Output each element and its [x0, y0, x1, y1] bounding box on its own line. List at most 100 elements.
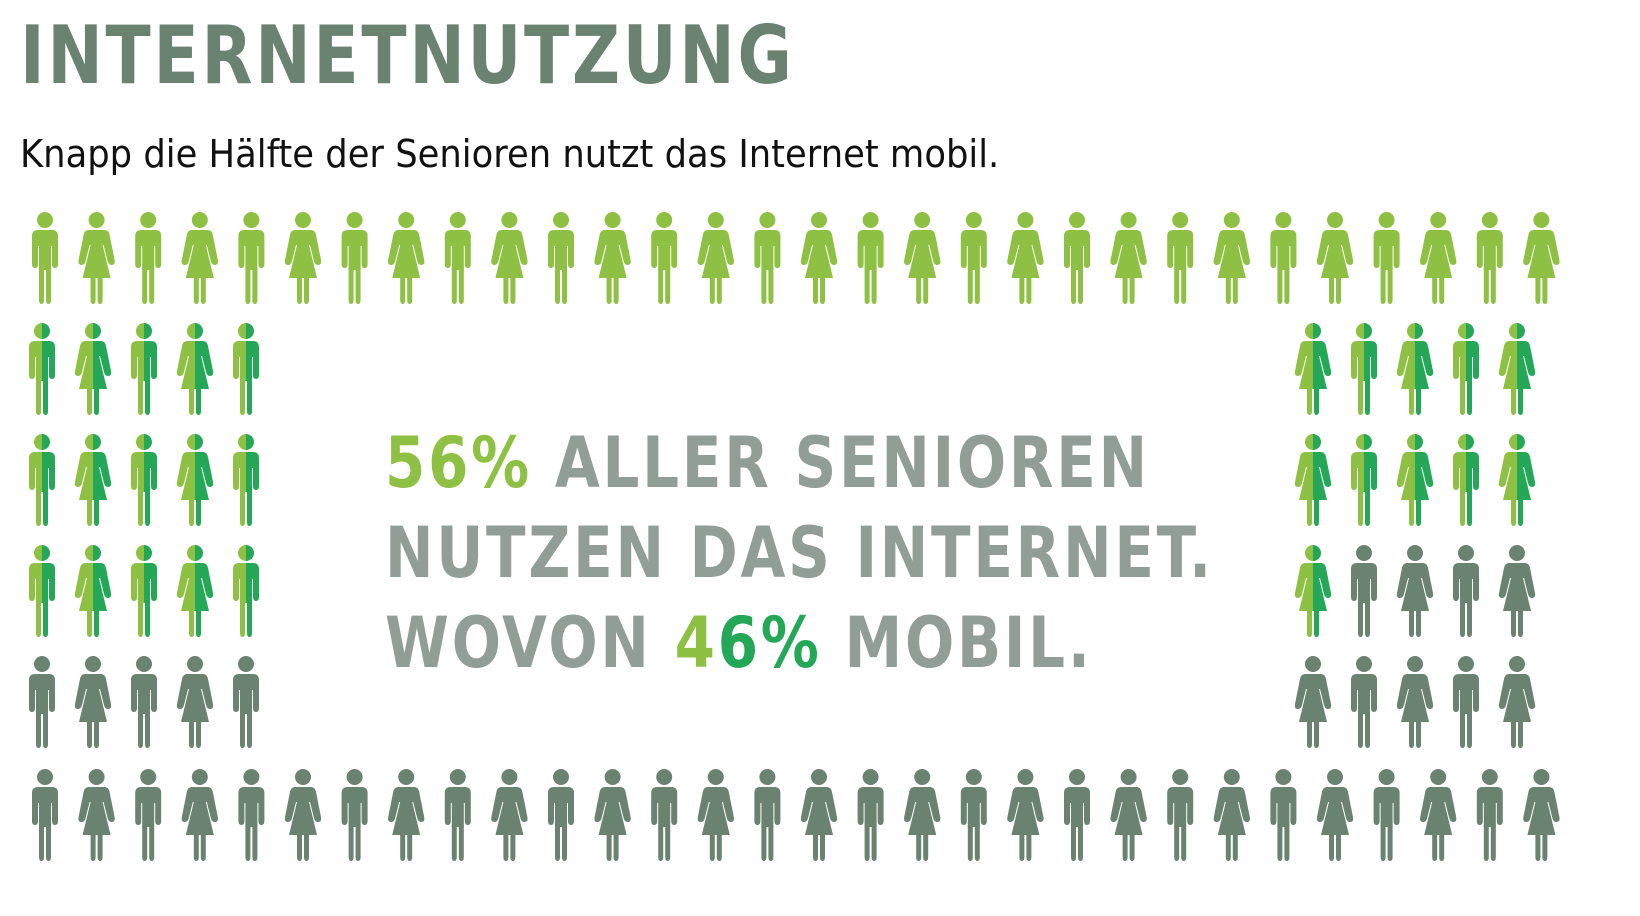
- figure-non-user: [1351, 656, 1377, 748]
- figure-non-user: [1351, 545, 1377, 637]
- figure-mobile-user: [1453, 434, 1479, 526]
- figure-non-user: [857, 769, 884, 861]
- statement-suffix-3: MOBIL.: [844, 602, 1093, 684]
- headline-statement: 56% ALLER SENIOREN NUTZEN DAS INTERNET. …: [385, 418, 1213, 688]
- mobile-percent-part-a: 4: [674, 602, 718, 684]
- figure-internet-user: [1420, 212, 1457, 304]
- figure-mobile-user: [74, 545, 112, 637]
- figure-mobile-user: [131, 434, 157, 526]
- figure-non-user: [181, 769, 218, 861]
- statement-text-1: ALLER SENIOREN: [554, 422, 1150, 504]
- statement-line-1: 56% ALLER SENIOREN: [385, 418, 1213, 508]
- figure-internet-user: [904, 212, 941, 304]
- figure-non-user: [1498, 656, 1536, 748]
- figure-mobile-user: [1351, 323, 1377, 415]
- statement-prefix-3: WOVON: [385, 602, 652, 684]
- figure-mobile-user: [1453, 323, 1479, 415]
- figure-internet-user: [1270, 212, 1297, 304]
- figure-non-user: [1270, 769, 1297, 861]
- figure-internet-user: [1373, 212, 1400, 304]
- figure-internet-user: [238, 212, 265, 304]
- figure-non-user: [78, 769, 115, 861]
- figure-non-user: [1396, 656, 1434, 748]
- figure-non-user: [800, 769, 838, 861]
- figure-mobile-user: [131, 323, 157, 415]
- figure-non-user: [491, 769, 528, 861]
- figure-internet-user: [800, 212, 838, 304]
- figure-mobile-user: [176, 545, 214, 637]
- figure-internet-user: [32, 212, 58, 304]
- figure-non-user: [651, 769, 678, 861]
- figure-non-user: [1167, 769, 1194, 861]
- figure-internet-user: [1476, 212, 1503, 304]
- figure-internet-user: [491, 212, 528, 304]
- figure-internet-user: [1167, 212, 1194, 304]
- figure-mobile-user: [1294, 434, 1332, 526]
- figure-internet-user: [754, 212, 781, 304]
- figure-mobile-user: [74, 323, 112, 415]
- figure-non-user: [697, 769, 734, 861]
- figure-non-user: [1316, 769, 1354, 861]
- figure-internet-user: [1007, 212, 1044, 304]
- figure-internet-user: [284, 212, 322, 304]
- statement-text-2: NUTZEN DAS INTERNET.: [385, 512, 1214, 594]
- figure-non-user: [1476, 769, 1503, 861]
- figure-non-user: [233, 656, 259, 748]
- statement-line-3: WOVON 46% MOBIL.: [385, 598, 1213, 688]
- figure-internet-user: [1110, 212, 1147, 304]
- figure-non-user: [1523, 769, 1560, 861]
- figure-mobile-user: [29, 434, 55, 526]
- figure-non-user: [32, 769, 58, 861]
- figure-mobile-user: [131, 545, 157, 637]
- figure-internet-user: [960, 212, 987, 304]
- figure-mobile-user: [176, 323, 214, 415]
- figure-mobile-user: [233, 323, 259, 415]
- figure-non-user: [444, 769, 471, 861]
- figure-internet-user: [135, 212, 162, 304]
- figure-non-user: [238, 769, 265, 861]
- figure-non-user: [754, 769, 781, 861]
- figure-non-user: [1396, 545, 1434, 637]
- figure-internet-user: [1316, 212, 1354, 304]
- figure-non-user: [1498, 545, 1536, 637]
- page-subtitle: Knapp die Hälfte der Senioren nutzt das …: [20, 132, 1000, 176]
- figure-mobile-user: [1498, 323, 1536, 415]
- figure-mobile-user: [1396, 434, 1434, 526]
- figure-internet-user: [1523, 212, 1560, 304]
- figure-mobile-user: [1396, 323, 1434, 415]
- figure-internet-user: [181, 212, 218, 304]
- figure-non-user: [1420, 769, 1457, 861]
- figure-mobile-user: [29, 323, 55, 415]
- figure-mobile-user: [1351, 434, 1377, 526]
- figure-non-user: [135, 769, 162, 861]
- figure-mobile-user: [1294, 323, 1332, 415]
- figure-internet-user: [651, 212, 678, 304]
- figure-non-user: [1373, 769, 1400, 861]
- figure-non-user: [284, 769, 322, 861]
- figure-non-user: [960, 769, 987, 861]
- figure-internet-user: [78, 212, 115, 304]
- figure-internet-user: [444, 212, 471, 304]
- figure-non-user: [594, 769, 631, 861]
- figure-internet-user: [594, 212, 631, 304]
- figure-non-user: [74, 656, 112, 748]
- figure-internet-user: [548, 212, 574, 304]
- figure-mobile-user: [176, 434, 214, 526]
- figure-non-user: [1453, 656, 1479, 748]
- figure-non-user: [1064, 769, 1090, 861]
- figure-non-user: [1110, 769, 1147, 861]
- figure-internet-user: [388, 212, 425, 304]
- figure-mobile-user: [29, 545, 55, 637]
- figure-non-user: [1007, 769, 1044, 861]
- figure-internet-user: [1213, 212, 1250, 304]
- figure-mobile-user: [1294, 545, 1332, 637]
- figure-mobile-user: [233, 434, 259, 526]
- figure-non-user: [1453, 545, 1479, 637]
- figure-mobile-user: [1498, 434, 1536, 526]
- mobile-percent-part-b: 6%: [717, 602, 822, 684]
- figure-mobile-user: [74, 434, 112, 526]
- figure-internet-user: [857, 212, 884, 304]
- figure-mobile-user: [233, 545, 259, 637]
- statement-line-2: NUTZEN DAS INTERNET.: [385, 508, 1213, 598]
